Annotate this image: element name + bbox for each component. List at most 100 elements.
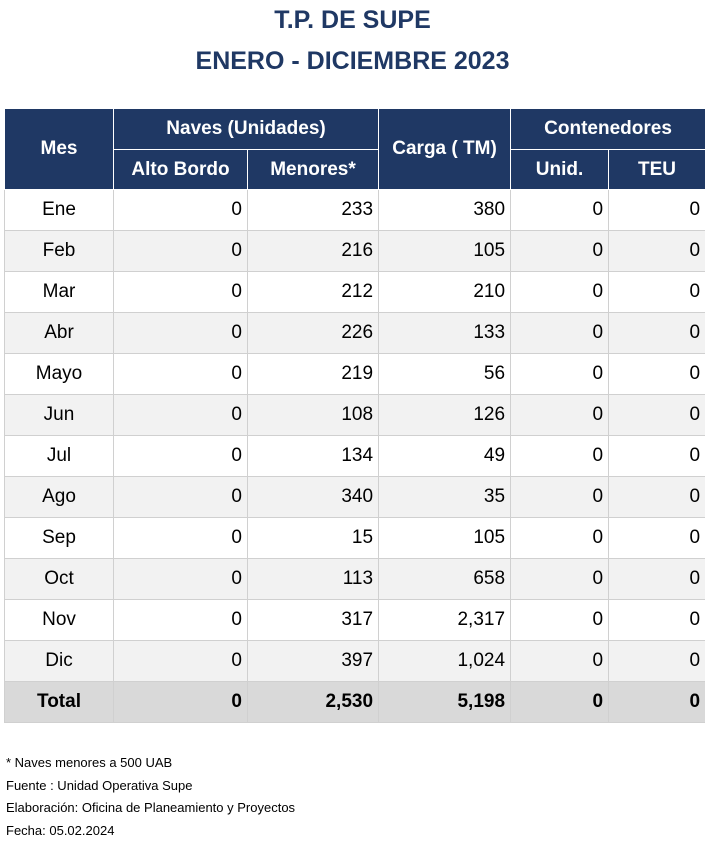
cell-menores: 340	[248, 477, 379, 518]
cell-carga: 210	[379, 272, 511, 313]
cell-teu: 0	[609, 600, 705, 641]
cell-menores: 2,530	[248, 682, 379, 723]
cell-carga: 2,317	[379, 600, 511, 641]
header-carga: Carga ( TM)	[379, 109, 511, 190]
cell-alto-bordo: 0	[114, 190, 248, 231]
cell-alto-bordo: 0	[114, 477, 248, 518]
cell-teu: 0	[609, 190, 705, 231]
footnotes: * Naves menores a 500 UAB Fuente : Unida…	[6, 752, 295, 842]
cell-mes: Jun	[5, 395, 114, 436]
cell-carga: 35	[379, 477, 511, 518]
cell-alto-bordo: 0	[114, 313, 248, 354]
cell-menores: 219	[248, 354, 379, 395]
cell-carga: 105	[379, 518, 511, 559]
cell-teu: 0	[609, 272, 705, 313]
data-table: Mes Naves (Unidades) Carga ( TM) Contene…	[4, 108, 705, 723]
cell-teu: 0	[609, 313, 705, 354]
header-unid: Unid.	[511, 150, 609, 190]
cell-alto-bordo: 0	[114, 395, 248, 436]
footnote-fecha: Fecha: 05.02.2024	[6, 820, 295, 842]
cell-mes: Abr	[5, 313, 114, 354]
cell-carga: 658	[379, 559, 511, 600]
cell-carga: 1,024	[379, 641, 511, 682]
cell-mes: Mar	[5, 272, 114, 313]
cell-alto-bordo: 0	[114, 436, 248, 477]
cell-carga: 133	[379, 313, 511, 354]
cell-unid: 0	[511, 559, 609, 600]
cell-teu: 0	[609, 477, 705, 518]
footnote-elaboracion: Elaboración: Oficina de Planeamiento y P…	[6, 797, 295, 820]
cell-menores: 108	[248, 395, 379, 436]
cell-unid: 0	[511, 272, 609, 313]
cell-unid: 0	[511, 600, 609, 641]
cell-mes: Mayo	[5, 354, 114, 395]
header-menores: Menores*	[248, 150, 379, 190]
cell-alto-bordo: 0	[114, 682, 248, 723]
cell-menores: 233	[248, 190, 379, 231]
cell-teu: 0	[609, 682, 705, 723]
cell-menores: 216	[248, 231, 379, 272]
cell-carga: 5,198	[379, 682, 511, 723]
cell-carga: 380	[379, 190, 511, 231]
cell-mes: Feb	[5, 231, 114, 272]
cell-unid: 0	[511, 641, 609, 682]
cell-unid: 0	[511, 190, 609, 231]
cell-alto-bordo: 0	[114, 559, 248, 600]
cell-menores: 134	[248, 436, 379, 477]
cell-unid: 0	[511, 354, 609, 395]
header-naves: Naves (Unidades)	[114, 109, 379, 150]
page-subtitle: ENERO - DICIEMBRE 2023	[0, 47, 705, 76]
cell-unid: 0	[511, 313, 609, 354]
cell-menores: 212	[248, 272, 379, 313]
cell-mes: Dic	[5, 641, 114, 682]
cell-teu: 0	[609, 436, 705, 477]
cell-menores: 15	[248, 518, 379, 559]
header-contenedores: Contenedores	[511, 109, 705, 150]
cell-carga: 105	[379, 231, 511, 272]
cell-menores: 397	[248, 641, 379, 682]
cell-teu: 0	[609, 354, 705, 395]
cell-alto-bordo: 0	[114, 600, 248, 641]
cell-alto-bordo: 0	[114, 231, 248, 272]
cell-mes: Ene	[5, 190, 114, 231]
cell-mes: Ago	[5, 477, 114, 518]
footnote-naves-menores: * Naves menores a 500 UAB	[6, 752, 295, 775]
page-title: T.P. DE SUPE	[0, 6, 705, 35]
cell-teu: 0	[609, 641, 705, 682]
header-teu: TEU	[609, 150, 705, 190]
cell-mes: Total	[5, 682, 114, 723]
cell-teu: 0	[609, 395, 705, 436]
cell-teu: 0	[609, 231, 705, 272]
cell-unid: 0	[511, 436, 609, 477]
cell-carga: 49	[379, 436, 511, 477]
cell-unid: 0	[511, 395, 609, 436]
cell-carga: 126	[379, 395, 511, 436]
cell-menores: 226	[248, 313, 379, 354]
cell-alto-bordo: 0	[114, 272, 248, 313]
cell-unid: 0	[511, 477, 609, 518]
footnote-fuente: Fuente : Unidad Operativa Supe	[6, 775, 295, 798]
cell-unid: 0	[511, 518, 609, 559]
cell-unid: 0	[511, 231, 609, 272]
cell-teu: 0	[609, 559, 705, 600]
cell-mes: Oct	[5, 559, 114, 600]
cell-menores: 317	[248, 600, 379, 641]
cell-mes: Nov	[5, 600, 114, 641]
header-mes: Mes	[5, 109, 114, 190]
cell-alto-bordo: 0	[114, 354, 248, 395]
cell-carga: 56	[379, 354, 511, 395]
cell-menores: 113	[248, 559, 379, 600]
cell-mes: Sep	[5, 518, 114, 559]
